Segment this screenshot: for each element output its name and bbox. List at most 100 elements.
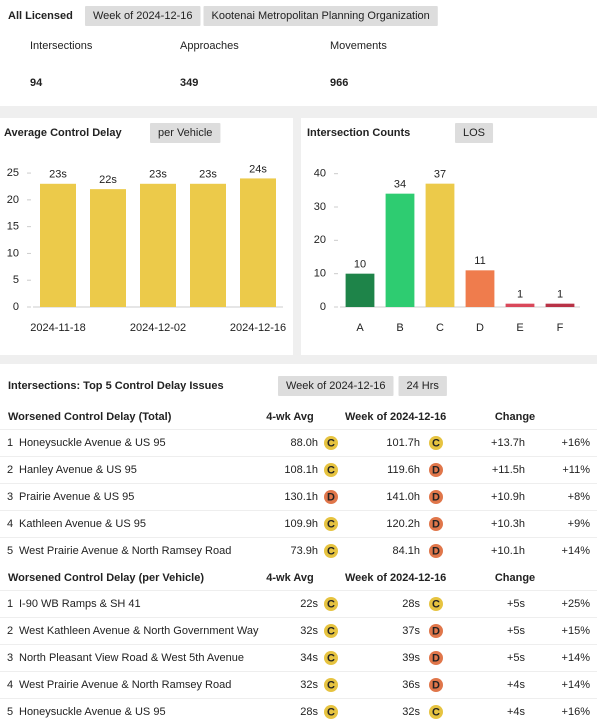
row-name[interactable]: Hanley Avenue & US 95 (19, 464, 137, 476)
week-value: 39s (402, 652, 420, 664)
los-badge-label: C (327, 437, 335, 449)
week-value: 32s (402, 706, 420, 718)
kpi-label: Intersections (30, 40, 93, 52)
kpi-value: 349 (180, 77, 198, 89)
bar (425, 183, 455, 307)
page-title: All Licensed (8, 10, 73, 22)
value-label: 1 (557, 289, 563, 301)
range-chip[interactable] (398, 376, 447, 396)
week-value: 101.7h (386, 437, 420, 449)
avg: 34s (300, 652, 318, 664)
bar (345, 273, 375, 307)
issues-card (0, 364, 597, 728)
org-chip-label: Kootenai Metropolitan Planning Organizat… (211, 10, 429, 22)
row-rank: 1 (7, 598, 13, 610)
change: +11.5h (492, 464, 525, 476)
x-tick-label: D (476, 322, 484, 334)
los-badge-label: C (327, 679, 335, 691)
row-rank: 2 (7, 464, 13, 476)
los-badge (324, 517, 338, 531)
x-tick-label: B (396, 322, 403, 334)
x-tick-label: 2024-12-16 (230, 322, 286, 334)
change: +10.3h (491, 518, 525, 530)
change: +5s (507, 598, 526, 610)
org-chip[interactable] (203, 6, 438, 26)
change: +4s (507, 679, 526, 691)
row-rank: 5 (7, 545, 13, 557)
los-badge-label: C (327, 545, 335, 557)
row-name[interactable]: Honeysuckle Avenue & US 95 (19, 437, 166, 449)
los-badge (429, 651, 443, 665)
los-badge-label: C (432, 437, 440, 449)
week-chip-label: Week of 2024-12-16 (93, 10, 192, 22)
avg: 109.9h (284, 518, 318, 530)
row-rank: 2 (7, 625, 13, 637)
los-badge (429, 597, 443, 611)
los-badge-label: D (432, 491, 440, 503)
bar (140, 183, 176, 307)
week-chip[interactable] (278, 376, 394, 396)
y-tick-label: 0 (13, 301, 19, 313)
week-value: 120.2h (386, 518, 420, 530)
chart-title: Average Control Delay (4, 127, 122, 139)
value-label: 23s (199, 169, 217, 181)
los-badge-label: D (432, 518, 440, 530)
week-value: 119.6h (387, 464, 420, 476)
change-pct: +14% (562, 679, 591, 691)
x-tick-label: A (356, 322, 364, 334)
avg: 22s (300, 598, 318, 610)
bar (90, 189, 126, 307)
los-badge-label: C (432, 706, 440, 718)
bar (40, 183, 76, 307)
row-rank: 4 (7, 518, 13, 530)
value-label: 23s (149, 169, 167, 181)
value-label: 37 (434, 169, 446, 181)
chart-title: Intersection Counts (307, 127, 410, 139)
row-name[interactable]: Honeysuckle Avenue & US 95 (19, 706, 166, 718)
chart-tag[interactable] (150, 123, 221, 143)
row-name[interactable]: North Pleasant View Road & West 5th Aven… (19, 652, 244, 664)
row-name[interactable]: Prairie Avenue & US 95 (19, 491, 134, 503)
row-rank: 1 (7, 437, 13, 449)
los-badge-label: D (432, 545, 440, 557)
week-value: 37s (402, 625, 420, 637)
kpi-label: Approaches (180, 40, 239, 52)
los-badge-label: C (327, 464, 335, 476)
kpi-value: 94 (30, 77, 43, 89)
column-header: Change (495, 411, 535, 423)
week-value: 84.1h (392, 545, 420, 557)
change: +10.9h (491, 491, 525, 503)
y-tick-label: 0 (320, 301, 326, 313)
row-name[interactable]: West Kathleen Avenue & North Government … (19, 625, 259, 637)
row-name[interactable]: West Prairie Avenue & North Ramsey Road (19, 679, 231, 691)
los-badge (324, 678, 338, 692)
value-label: 10 (354, 259, 366, 271)
bar (240, 178, 276, 307)
row-name[interactable]: Kathleen Avenue & US 95 (19, 518, 146, 530)
week-chip[interactable] (85, 6, 201, 26)
los-badge (324, 544, 338, 558)
change-pct: +16% (562, 437, 591, 449)
los-badge-label: C (327, 706, 335, 718)
bar (545, 303, 575, 307)
chart-tag[interactable] (455, 123, 494, 143)
y-tick-label: 10 (7, 247, 19, 259)
los-badge (429, 436, 443, 450)
avg: 108.1h (284, 464, 318, 476)
change-pct: +11% (562, 464, 590, 476)
week-chip-label: Week of 2024-12-16 (286, 380, 385, 392)
los-badge (324, 436, 338, 450)
los-badge (429, 705, 443, 719)
los-badge (429, 544, 443, 558)
value-label: 11 (474, 255, 485, 267)
los-badge-label: C (327, 518, 335, 530)
change-pct: +25% (562, 598, 591, 610)
row-name[interactable]: I-90 WB Ramps & SH 41 (19, 598, 141, 610)
x-tick-label: 2024-11-18 (30, 322, 85, 334)
los-badge (429, 678, 443, 692)
los-badge-label: C (327, 598, 335, 610)
row-name[interactable]: West Prairie Avenue & North Ramsey Road (19, 545, 231, 557)
change-pct: +14% (562, 545, 591, 557)
